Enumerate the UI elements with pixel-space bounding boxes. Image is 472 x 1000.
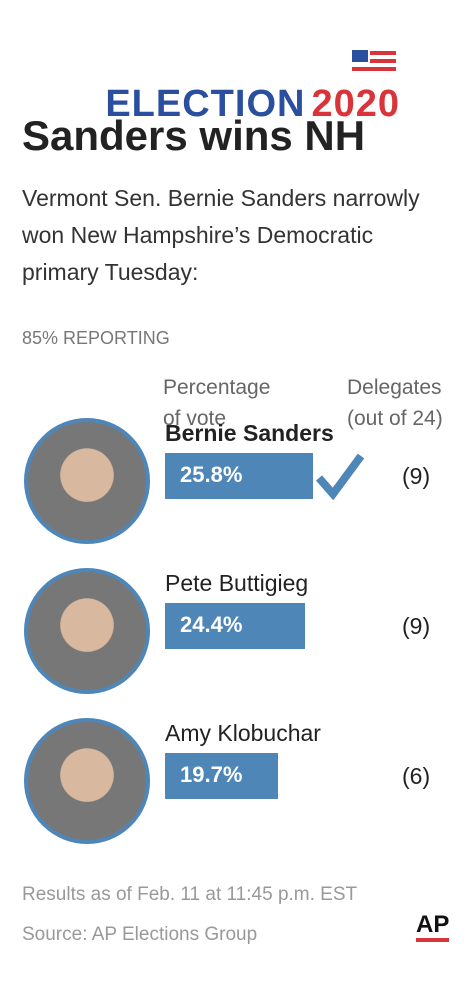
- reporting: 85% REPORTING: [22, 328, 170, 348]
- brand-word: ELECTION: [105, 83, 306, 125]
- candidate-name: Bernie Sanders: [165, 420, 334, 446]
- winner-check: [315, 453, 365, 500]
- bar: [165, 753, 279, 799]
- candidate-photo: [24, 418, 150, 544]
- flag-icon: [352, 50, 396, 71]
- value-label: 25.8%: [180, 462, 243, 487]
- candidate-name: Amy Klobuchar: [165, 720, 321, 746]
- candidate-photo: [24, 568, 150, 694]
- value-label: 19.7%: [180, 762, 243, 787]
- footer-note: Results as of Feb. 11 at 11:45 p.m. EST: [22, 884, 358, 905]
- delegates-header: Delegates (out of 24): [347, 376, 443, 430]
- candidate-photo: [24, 718, 150, 844]
- delegates: (6): [402, 763, 431, 789]
- value-header: Percentage of vote: [163, 376, 271, 430]
- delegates: (9): [402, 613, 431, 639]
- bar: [165, 453, 314, 499]
- delegates: (9): [402, 463, 431, 489]
- bar: [165, 603, 306, 649]
- brand-year: 2020: [311, 83, 400, 125]
- footer-source: Source: AP Elections Group: [22, 924, 258, 945]
- brand: ELECTION 2020: [0, 40, 400, 126]
- ap-logo: AP: [416, 912, 450, 942]
- value-label: 24.4%: [180, 612, 243, 637]
- title: Sanders wins NH: [22, 112, 366, 159]
- subtitle: Vermont Sen. Bernie Sanders narrowly won…: [22, 185, 420, 285]
- candidate-name: Pete Buttigieg: [165, 570, 309, 596]
